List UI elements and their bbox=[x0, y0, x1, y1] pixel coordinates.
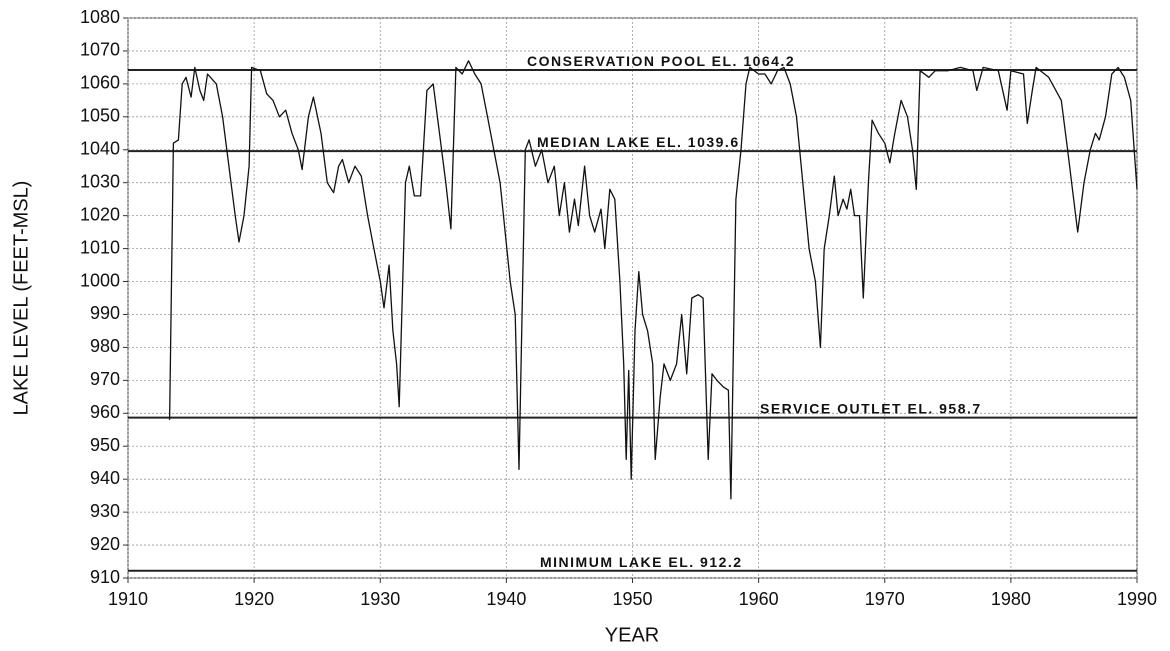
reference-label: MEDIAN LAKE EL. 1039.6 bbox=[537, 134, 740, 150]
reference-label: CONSERVATION POOL EL. 1064.2 bbox=[527, 53, 795, 69]
x-tick-label: 1990 bbox=[1117, 589, 1157, 609]
y-tick-label: 1070 bbox=[80, 40, 120, 60]
y-tick-label: 940 bbox=[90, 468, 120, 488]
y-tick-label: 920 bbox=[90, 534, 120, 554]
x-tick-label: 1910 bbox=[108, 589, 148, 609]
y-tick-label: 1050 bbox=[80, 106, 120, 126]
y-tick-label: 990 bbox=[90, 303, 120, 323]
data-line bbox=[168, 60, 1138, 500]
y-tick-label: 960 bbox=[90, 402, 120, 422]
x-tick-label: 1950 bbox=[612, 589, 652, 609]
x-axis-title: YEAR bbox=[605, 624, 659, 646]
reference-label: SERVICE OUTLET EL. 958.7 bbox=[760, 401, 982, 417]
y-tick-label: 970 bbox=[90, 369, 120, 389]
y-tick-label: 980 bbox=[90, 336, 120, 356]
y-tick-label: 1080 bbox=[80, 7, 120, 27]
y-tick-label: 1010 bbox=[80, 237, 120, 257]
y-tick-label: 1030 bbox=[80, 171, 120, 191]
y-tick-label: 1000 bbox=[80, 270, 120, 290]
x-tick-label: 1980 bbox=[991, 589, 1031, 609]
x-tick-label: 1920 bbox=[234, 589, 274, 609]
y-tick-label: 1020 bbox=[80, 204, 120, 224]
y-tick-label: 1040 bbox=[80, 139, 120, 159]
reference-label: MINIMUM LAKE EL. 912.2 bbox=[540, 554, 743, 570]
x-tick-label: 1970 bbox=[865, 589, 905, 609]
y-tick-label: 950 bbox=[90, 435, 120, 455]
y-tick-label: 930 bbox=[90, 501, 120, 521]
x-tick-label: 1940 bbox=[486, 589, 526, 609]
x-tick-label: 1930 bbox=[360, 589, 400, 609]
y-tick-label: 1060 bbox=[80, 73, 120, 93]
x-tick-label: 1960 bbox=[739, 589, 779, 609]
y-tick-label: 910 bbox=[90, 567, 120, 587]
y-axis-title: LAKE LEVEL (FEET-MSL) bbox=[10, 181, 32, 416]
